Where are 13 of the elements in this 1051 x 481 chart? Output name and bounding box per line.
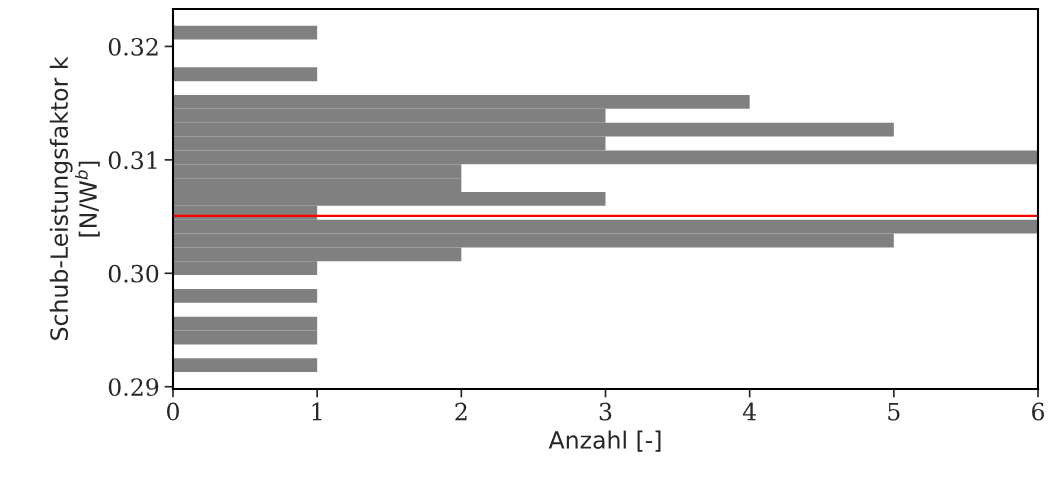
y-tick-label: 0.30: [108, 264, 159, 283]
y-tick-label: 0.32: [108, 37, 158, 56]
x-tick-label: 0: [167, 402, 179, 421]
x-tick-label: 2: [455, 402, 467, 421]
x-tick-label: 1: [312, 402, 322, 421]
x-tick-label: 3: [599, 402, 612, 421]
y-axis-title: Schub-Leistungsfaktor k [N/W$^{b}$]: [49, 56, 100, 340]
y-tick-label: 0.29: [108, 378, 159, 397]
x-tick-label: 5: [888, 402, 900, 421]
x-tick-label: 6: [1032, 402, 1045, 421]
x-tick-label: 4: [742, 402, 756, 421]
y-tick-label: 0.31: [108, 151, 157, 170]
x-axis-title: Anzahl [-]: [548, 430, 661, 452]
